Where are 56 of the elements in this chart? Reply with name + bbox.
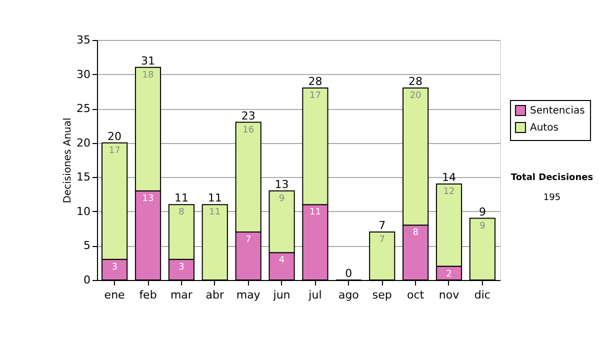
total-label: 20 [108,130,122,143]
total-label: 31 [141,54,155,68]
total-label: 0 [345,267,352,280]
total-label: 11 [174,192,188,205]
x-tick-label: sep [372,288,392,302]
data-label: 18 [142,70,154,80]
y-tick-label: 35 [76,34,90,46]
data-label: 11 [309,208,321,218]
data-label: 3 [178,262,184,272]
data-label: 17 [108,146,120,156]
total-label: 23 [241,109,256,122]
data-label: 8 [178,208,185,218]
x-tick-label: mar [170,288,193,302]
data-label: 11 [209,208,221,218]
data-label: 13 [142,194,154,204]
x-tick-label: jun [272,288,290,302]
data-label: 8 [412,228,419,238]
data-label: 7 [245,235,252,245]
text: Total Decisiones [510,173,594,183]
text: 195 [543,193,561,203]
x-tick-label: ago [338,288,360,302]
total-label: 28 [408,75,423,88]
total-label: 14 [442,171,456,184]
total-label: 9 [478,205,486,218]
y-tick-label: 25 [76,102,90,116]
x-tick-label: jul [308,288,322,302]
y-tick-label: 0 [84,274,90,286]
total-label: 13 [274,178,289,191]
data-label: 7 [379,235,385,245]
x-tick-label: oct [407,288,425,302]
data-label: 17 [309,91,321,101]
data-label: 2 [446,269,452,280]
y-axis-title: Decisiones Anual [62,118,74,204]
legend-label: Sentencias [530,106,585,116]
total-label: 11 [208,192,222,205]
y-tick-label: 30 [76,68,90,81]
y-tick-label: 20 [76,136,90,150]
data-label: 16 [242,125,254,136]
y-tick-label: 15 [76,170,90,184]
data-label: 9 [278,194,285,204]
data-label: 4 [278,256,285,266]
y-tick-label: 10 [76,204,90,218]
x-tick-label: feb [139,288,157,302]
x-tick-label: dic [474,288,490,302]
x-tick-label: abr [206,288,224,302]
y-tick-label: 5 [84,239,90,252]
data-label: 12 [443,187,455,197]
data-label: 3 [112,262,118,272]
data-label: 9 [480,221,486,232]
x-tick-label: nov [438,288,460,302]
x-tick-label: may [236,288,261,302]
x-tick-label: ene [104,288,126,302]
total-label: 7 [378,219,386,232]
total-label: 28 [308,75,322,88]
legend-label: Autos [530,122,558,134]
data-label: 20 [410,91,422,101]
